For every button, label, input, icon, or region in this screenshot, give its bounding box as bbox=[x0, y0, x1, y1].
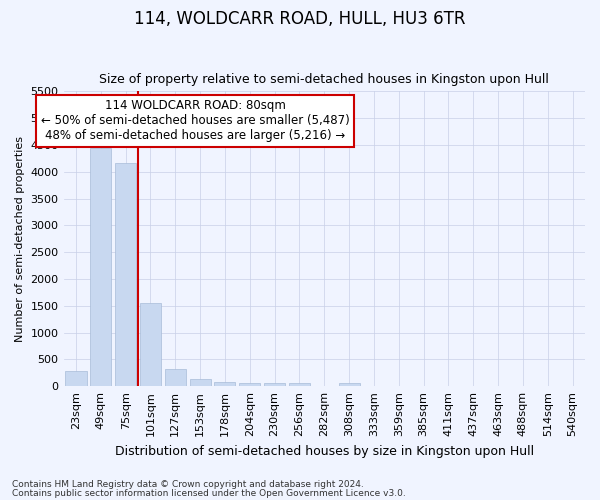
Title: Size of property relative to semi-detached houses in Kingston upon Hull: Size of property relative to semi-detach… bbox=[100, 73, 549, 86]
Bar bbox=[115, 163, 136, 386]
Bar bbox=[140, 302, 161, 386]
Bar bbox=[65, 371, 86, 386]
Bar bbox=[190, 379, 211, 386]
Text: Contains HM Land Registry data © Crown copyright and database right 2024.: Contains HM Land Registry data © Crown c… bbox=[12, 480, 364, 489]
Bar bbox=[264, 383, 285, 386]
X-axis label: Distribution of semi-detached houses by size in Kingston upon Hull: Distribution of semi-detached houses by … bbox=[115, 444, 534, 458]
Bar bbox=[239, 383, 260, 386]
Bar bbox=[90, 148, 112, 386]
Bar bbox=[338, 383, 359, 386]
Y-axis label: Number of semi-detached properties: Number of semi-detached properties bbox=[15, 136, 25, 342]
Bar bbox=[165, 369, 186, 386]
Text: 114 WOLDCARR ROAD: 80sqm
← 50% of semi-detached houses are smaller (5,487)
48% o: 114 WOLDCARR ROAD: 80sqm ← 50% of semi-d… bbox=[41, 100, 350, 142]
Bar bbox=[289, 383, 310, 386]
Text: Contains public sector information licensed under the Open Government Licence v3: Contains public sector information licen… bbox=[12, 488, 406, 498]
Text: 114, WOLDCARR ROAD, HULL, HU3 6TR: 114, WOLDCARR ROAD, HULL, HU3 6TR bbox=[134, 10, 466, 28]
Bar bbox=[214, 382, 235, 386]
